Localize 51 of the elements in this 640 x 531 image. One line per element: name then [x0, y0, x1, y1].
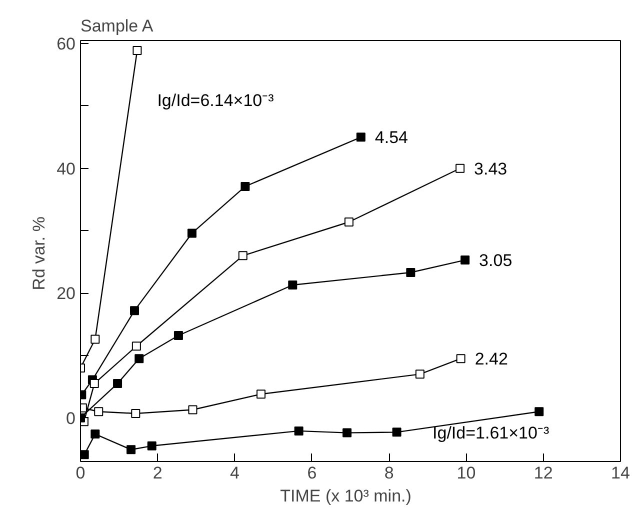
x-tick-label: 10 [456, 464, 476, 482]
point [188, 405, 198, 414]
point [256, 390, 266, 399]
point [392, 428, 402, 437]
point [90, 379, 99, 388]
point [132, 46, 142, 55]
point [134, 354, 144, 364]
point [240, 182, 250, 191]
point [456, 164, 465, 173]
point [90, 430, 100, 439]
x-tick-label: 4 [230, 464, 240, 482]
point [294, 426, 304, 436]
point [113, 379, 122, 388]
point [80, 450, 89, 460]
point [288, 280, 298, 290]
series-label: 3.05 [479, 251, 512, 270]
point [238, 251, 248, 260]
point [187, 228, 196, 238]
point [460, 256, 470, 265]
point [132, 342, 141, 351]
x-axis-title: TIME (x 10³ min.) [280, 486, 412, 506]
series-label: 2.42 [474, 350, 508, 369]
point [415, 370, 424, 379]
y-axis-title: Rd var. % [30, 216, 49, 290]
point [130, 306, 139, 316]
series-label: 3.43 [474, 159, 508, 178]
series-label: Ig/Id=6.14×10⁻³ [157, 90, 274, 110]
series-label: 4.54 [374, 128, 408, 148]
point [174, 331, 183, 340]
point [342, 428, 352, 438]
y-tick-label: 60 [56, 34, 76, 54]
y-tick-label: 0 [66, 408, 76, 428]
x-tick-label: 6 [307, 464, 317, 482]
point [126, 445, 136, 454]
point [356, 132, 366, 142]
point [90, 334, 100, 344]
x-tick-label: 2 [152, 464, 162, 482]
point [94, 407, 104, 416]
point [147, 441, 156, 450]
x-tick-label: 8 [384, 464, 394, 482]
point [131, 408, 140, 418]
point [344, 218, 354, 226]
y-tick-label: 40 [56, 159, 76, 178]
y-tick-label: 20 [56, 284, 76, 304]
chart-title: Sample A [80, 16, 154, 36]
series-label: Ig/Id=1.61×10⁻³ [432, 424, 550, 443]
point [456, 354, 466, 364]
x-tick-label: 12 [534, 464, 553, 482]
point [534, 407, 544, 416]
x-tick-label: 14 [611, 464, 630, 482]
point [406, 268, 416, 278]
